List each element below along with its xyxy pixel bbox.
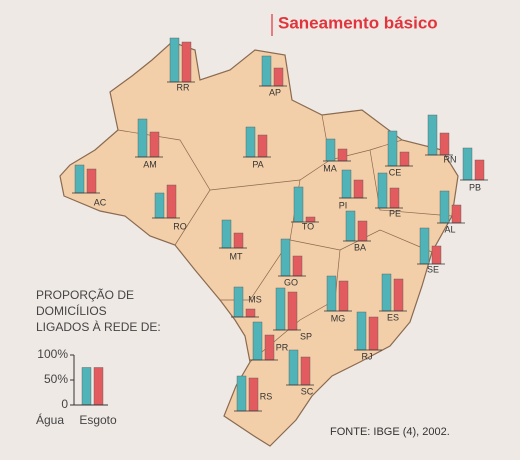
bar <box>233 232 244 249</box>
bar <box>439 190 450 224</box>
state-label: SC <box>301 386 314 396</box>
bar <box>137 118 148 158</box>
bar <box>341 169 352 199</box>
state-label: PR <box>276 342 289 352</box>
bar <box>399 151 410 167</box>
bar <box>427 114 438 156</box>
state-label: CE <box>389 167 402 177</box>
state-label: MT <box>230 251 243 261</box>
bar <box>300 356 311 386</box>
state-label: MA <box>323 163 337 173</box>
source: FONTE: IBGE (4), 2002. <box>330 426 450 438</box>
legend-heading: DOMICÍLIOS <box>36 303 107 318</box>
bar <box>245 126 256 158</box>
bar <box>356 311 367 351</box>
legend-series: Esgoto <box>79 413 117 427</box>
state-label: AM <box>143 159 157 169</box>
state-label: SE <box>427 264 439 274</box>
bar <box>431 245 442 265</box>
bar <box>280 238 291 277</box>
state-label: PI <box>339 200 348 210</box>
bar <box>368 316 379 351</box>
bar <box>221 219 232 249</box>
brazil-map <box>59 41 459 447</box>
state-label: TO <box>302 221 314 231</box>
state-label: AP <box>269 87 281 97</box>
state-label: PB <box>469 182 481 192</box>
bar <box>149 131 160 158</box>
tick-label: 50% <box>44 372 68 386</box>
bar <box>345 210 356 242</box>
bar <box>154 192 165 219</box>
title: Saneamento básico <box>278 13 438 32</box>
legend-heading: LIGADOS À REDE DE: <box>36 319 161 334</box>
bar <box>264 334 275 361</box>
bar <box>169 37 180 83</box>
bar <box>81 367 92 406</box>
state-label: GO <box>284 277 298 287</box>
state-label: PE <box>389 208 401 218</box>
bar <box>353 179 364 199</box>
tick-label: 100% <box>37 347 68 361</box>
state-label: BA <box>354 242 366 252</box>
bar <box>287 291 298 331</box>
bar <box>288 349 299 386</box>
bar <box>357 220 368 242</box>
bar <box>387 130 398 167</box>
bar <box>166 184 177 219</box>
state-label: PA <box>252 159 263 169</box>
state-label: AL <box>444 224 455 234</box>
bar <box>273 67 284 87</box>
bar <box>257 134 268 158</box>
bar <box>248 377 259 412</box>
state-label: MG <box>331 313 346 323</box>
bar <box>381 273 392 312</box>
bar <box>462 147 473 181</box>
bar <box>326 275 337 312</box>
bar <box>451 204 462 224</box>
bar <box>338 280 349 312</box>
bar <box>93 367 104 406</box>
bar <box>389 187 400 209</box>
legend-heading: PROPORÇÃO DE <box>36 288 134 302</box>
bar <box>275 287 286 331</box>
bar <box>337 148 348 162</box>
state-label: RO <box>173 221 187 231</box>
bar <box>252 321 263 361</box>
tick-label: 0 <box>61 397 68 411</box>
state-label: RN <box>444 154 457 164</box>
bar <box>393 278 404 312</box>
bar <box>292 255 303 277</box>
bar <box>233 286 244 318</box>
state-label: AC <box>94 197 107 207</box>
bar <box>261 55 272 87</box>
bar <box>181 41 192 83</box>
state-label: ES <box>387 312 399 322</box>
bar <box>474 159 485 181</box>
bar <box>245 308 256 318</box>
state-label: RS <box>260 391 273 401</box>
legend-series: Água <box>36 412 64 427</box>
state-label: MS <box>248 294 262 304</box>
state-label: RR <box>177 82 190 92</box>
bar <box>419 227 430 265</box>
bar <box>74 164 85 194</box>
state-label: SP <box>300 331 312 341</box>
state-label: RJ <box>362 351 373 361</box>
bar <box>236 375 247 412</box>
bar <box>439 132 450 156</box>
bar <box>293 186 304 223</box>
bar <box>377 172 388 209</box>
bar <box>325 138 336 162</box>
bar <box>86 168 97 194</box>
